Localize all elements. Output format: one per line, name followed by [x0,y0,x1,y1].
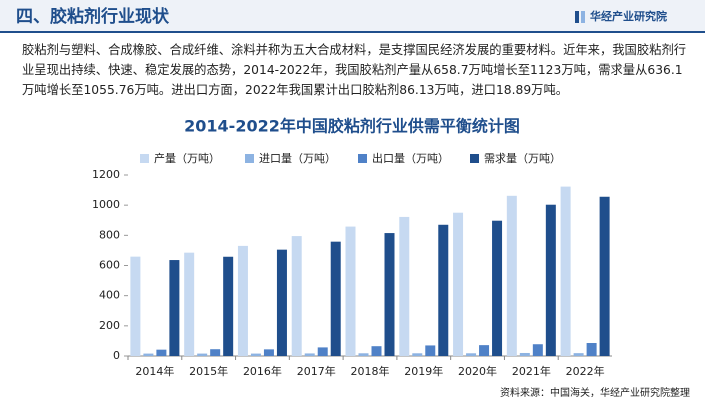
x-tick-label: 2015年 [189,364,228,378]
bar [317,347,328,356]
legend-swatch [358,154,367,163]
y-tick-label: 200 [99,319,120,332]
chart-title: 2014-2022年中国胶粘剂行业供需平衡统计图 [184,117,520,136]
legend-label: 产量（万吨） [154,151,220,165]
bar [586,343,597,356]
bar [399,216,410,356]
x-tick-label: 2016年 [243,364,282,378]
y-tick-label: 600 [99,259,120,272]
y-tick-label: 1000 [92,198,120,211]
bar [438,224,449,356]
bar [560,186,571,356]
bar [130,256,141,356]
legend-swatch [245,154,254,163]
bar [250,353,261,356]
logo-icon [575,11,579,23]
legend-label: 出口量（万吨） [372,151,449,165]
legend-swatch [470,154,479,163]
bar [532,344,543,356]
bar [479,345,490,356]
bar [425,345,436,356]
bar [291,236,302,356]
bar [384,233,395,356]
bar [506,195,517,356]
y-tick-label: 800 [99,228,120,241]
y-tick-label: 0 [113,349,120,362]
legend-label: 进口量（万吨） [259,152,336,165]
bar [210,349,221,356]
bar [263,349,274,356]
x-tick-label: 2022年 [566,364,605,378]
bar [169,260,180,356]
logo-text: 华经产业研究院 [590,9,667,23]
y-tick-label: 1200 [92,168,120,181]
bar [197,353,208,356]
bar [223,256,234,356]
bar [371,346,382,356]
x-tick-label: 2021年 [512,364,551,378]
bar [143,353,154,356]
bar [453,212,464,356]
bar [358,353,369,356]
legend-swatch [140,154,149,163]
x-tick-label: 2020年 [458,364,497,378]
logo-icon [581,11,585,23]
header-bar [0,0,705,32]
bar [156,349,167,356]
bar [466,353,477,356]
bar [184,252,195,356]
y-tick-label: 400 [99,289,120,302]
source: 资料来源：中国海关，华经产业研究院整理 [500,386,690,399]
paragraph: 胶粘剂与塑料、合成橡胶、合成纤维、涂料并称为五大合成材料，是支撑国民经济发展的重… [22,43,687,97]
bar [599,196,610,356]
bar [330,241,341,356]
bar [304,353,315,356]
bar [573,353,584,356]
bar [345,226,356,356]
header-title: 四、胶粘剂行业现状 [16,6,170,27]
header-rule [0,31,705,33]
bar [519,352,530,356]
bar [237,245,248,356]
legend-label: 需求量（万吨） [484,152,561,165]
x-tick-label: 2018年 [351,364,390,378]
x-tick-label: 2014年 [135,364,174,378]
bar [412,353,423,356]
bar [276,249,287,356]
bar [545,204,556,356]
x-tick-label: 2019年 [404,364,443,378]
x-tick-label: 2017年 [297,364,336,378]
bar [492,220,503,356]
